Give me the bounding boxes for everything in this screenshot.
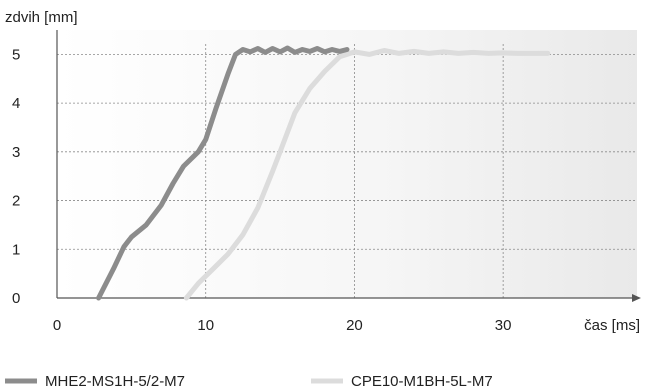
x-tick-label: 20 <box>346 317 363 334</box>
y-tick-label: 2 <box>12 193 20 210</box>
legend-label-2: CPE10-M1BH-5L-M7 <box>351 373 493 390</box>
x-tick-label: 10 <box>197 317 214 334</box>
x-tick-label: 30 <box>495 317 512 334</box>
y-tick-label: 3 <box>12 144 20 161</box>
plot-background <box>57 30 637 298</box>
x-axis-title: čas [ms] <box>584 317 640 334</box>
y-axis-title: zdvih [mm] <box>5 9 78 26</box>
x-tick-label: 0 <box>53 317 61 334</box>
legend-label-1: MHE2-MS1H-5/2-M7 <box>45 373 185 390</box>
y-tick-label: 5 <box>12 46 20 63</box>
y-tick-label: 1 <box>12 241 20 258</box>
y-tick-label: 4 <box>12 95 20 112</box>
y-tick-label: 0 <box>12 290 20 307</box>
legend: MHE2-MS1H-5/2-M7 CPE10-M1BH-5L-M7 <box>5 373 493 390</box>
